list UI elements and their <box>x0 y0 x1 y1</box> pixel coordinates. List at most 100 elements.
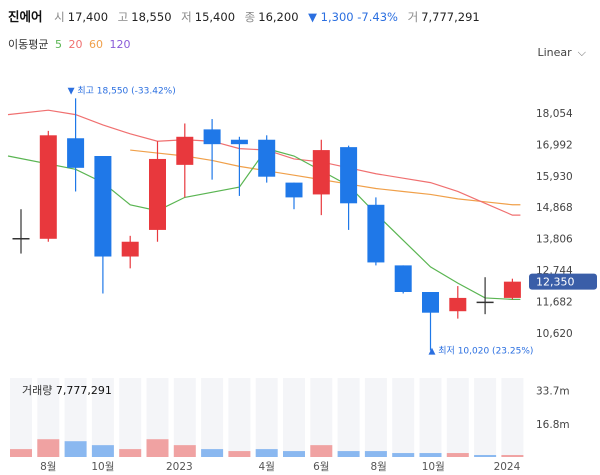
volume-background <box>392 378 415 457</box>
volume-tick-label: 16.8m <box>536 419 570 431</box>
moving-average-lines <box>7 109 521 300</box>
annotations: ▼ 최고 18,550 (-33.42%) ▲ 최저 10,020 (23.25… <box>68 85 534 356</box>
volume-background <box>119 378 142 457</box>
chevron-down-icon: ⌵ <box>577 46 586 59</box>
volume-bar <box>64 441 87 457</box>
ma5-line <box>7 147 521 300</box>
candle-body <box>449 297 467 312</box>
open-label: 시 <box>54 10 65 24</box>
volume-label: 거 <box>407 10 419 24</box>
volume-background <box>446 378 469 457</box>
y-axis: 18,05416,99215,93014,86813,80612,74411,6… <box>536 108 573 340</box>
volume-background <box>364 378 387 457</box>
x-tick-label: 2024 <box>494 461 521 473</box>
scale-label: Linear <box>537 46 572 59</box>
moving-average-label: 이동평균 <box>8 38 49 51</box>
candle-body <box>312 150 330 195</box>
volume-bar <box>337 451 360 457</box>
x-tick-label: 8월 <box>40 461 56 473</box>
ma-5: 5 <box>54 38 62 51</box>
x-tick-label: 2023 <box>166 461 193 473</box>
current-price-tag: 12,350 <box>529 273 597 290</box>
y-tick-label: 16,992 <box>536 139 573 151</box>
volume-bar <box>283 451 305 457</box>
x-tick-label: 10월 <box>422 461 445 473</box>
candle-body <box>340 147 358 204</box>
candle-body <box>285 182 303 198</box>
ma60-line <box>130 149 521 206</box>
close-label: 종 <box>244 10 256 24</box>
volume-background <box>474 378 497 457</box>
volume-background <box>283 378 305 457</box>
y-tick-label: 11,682 <box>536 296 573 308</box>
ma-120: 120 <box>109 38 131 51</box>
low-annotation: ▲ 최저 10,020 (23.25%) <box>429 346 534 357</box>
candle-body <box>121 241 139 257</box>
low-value: 15,400 <box>194 10 236 24</box>
candle-body <box>258 139 276 177</box>
candle-body <box>203 129 221 145</box>
candle-body <box>39 135 57 239</box>
open-value: 17,400 <box>67 10 109 24</box>
change-value: ▼ 1,300 -7.43% <box>308 10 398 24</box>
volume-panel: 33.7m 16.8m <box>10 378 570 457</box>
high-label: 고 <box>117 10 129 24</box>
volume-background <box>501 378 524 457</box>
scale-dropdown[interactable]: Linear ⌵ <box>537 46 586 60</box>
volume-tick-label: 33.7m <box>536 385 570 397</box>
x-tick-label: 10월 <box>91 461 114 473</box>
moving-average-legend[interactable]: 이동평균 5 20 60 120 <box>8 36 133 52</box>
y-tick-label: 13,806 <box>536 234 573 246</box>
candle-body <box>230 139 248 145</box>
volume-background <box>228 378 251 457</box>
candle-body <box>394 265 412 292</box>
volume-bar <box>310 445 333 457</box>
volume-background <box>10 378 32 457</box>
volume-value: 7,777,291 <box>421 10 480 24</box>
volume-bar <box>173 445 196 457</box>
volume-background <box>91 378 114 457</box>
candle-body <box>94 156 112 257</box>
volume-background <box>310 378 333 457</box>
price-header: 진에어 시 17,400 고 18,550 저 15,400 종 16,200 ▼ 1,… <box>8 6 486 26</box>
current-price-tag-box <box>529 273 597 290</box>
current-price-label: 12,350 <box>536 276 575 289</box>
candles <box>12 98 521 351</box>
volume-bar <box>474 455 497 457</box>
volume-background <box>64 378 87 457</box>
volume-bar <box>501 455 524 457</box>
candle-body <box>67 138 85 168</box>
volume-bar <box>228 451 251 457</box>
volume-bar <box>37 439 60 457</box>
volume-title: 거래량 7,777,291 <box>22 382 112 398</box>
volume-background <box>146 378 169 457</box>
candle-body <box>367 204 385 263</box>
volume-background <box>255 378 278 457</box>
high-annotation: ▼ 최고 18,550 (-33.42%) <box>68 85 176 96</box>
volume-bar <box>419 453 442 457</box>
ma-60: 60 <box>88 38 103 51</box>
volume-bar <box>10 449 32 457</box>
x-tick-label: 8월 <box>370 461 386 473</box>
candle-body <box>503 281 521 298</box>
volume-title-value: 7,777,291 <box>55 384 112 397</box>
x-tick-label: 6월 <box>313 461 329 473</box>
volume-bar <box>201 449 224 457</box>
volume-bar <box>446 453 469 457</box>
volume-background <box>201 378 224 457</box>
volume-bar <box>91 445 114 457</box>
candle-body <box>422 292 439 313</box>
y-tick-label: 14,868 <box>536 202 573 214</box>
candle-body <box>149 158 166 230</box>
x-tick-label: 4월 <box>259 461 275 473</box>
y-tick-label: 15,930 <box>536 171 573 183</box>
stock-name: 진에어 <box>8 9 43 24</box>
candle-body <box>176 136 194 165</box>
volume-bar <box>364 451 387 457</box>
x-axis: 8월 10월 2023 4월 6월 8월 10월 2024 <box>40 461 520 473</box>
low-label: 저 <box>181 10 192 24</box>
ma20-line <box>7 109 521 216</box>
volume-background <box>173 378 196 457</box>
volume-bar <box>392 453 415 457</box>
